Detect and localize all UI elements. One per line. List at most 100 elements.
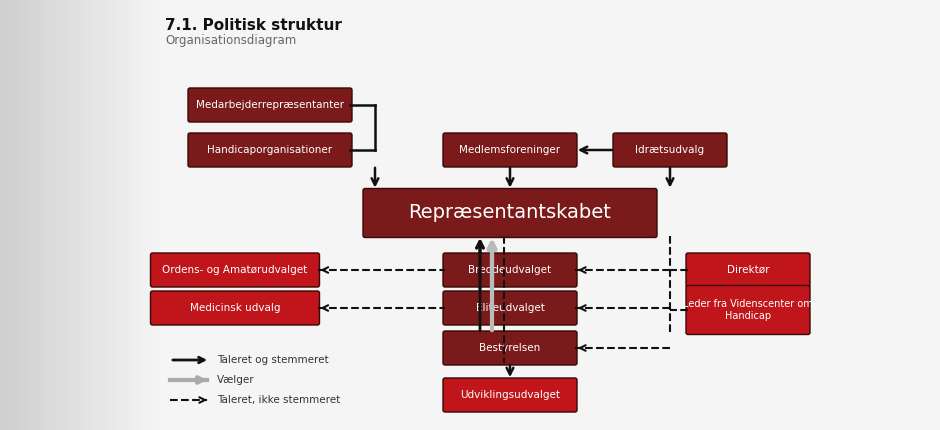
Bar	[19, 0, 20, 430]
Bar	[33, 0, 34, 430]
Bar	[123, 0, 124, 430]
Bar	[122, 0, 123, 430]
Bar	[40, 0, 41, 430]
Bar	[146, 0, 147, 430]
Bar	[107, 0, 108, 430]
Bar	[30, 0, 31, 430]
Bar	[112, 0, 113, 430]
Bar	[88, 0, 89, 430]
Bar	[155, 0, 156, 430]
Bar	[92, 0, 93, 430]
Bar	[11, 0, 12, 430]
Bar	[124, 0, 125, 430]
Text: Eliteudvalget: Eliteudvalget	[476, 303, 544, 313]
Bar	[97, 0, 98, 430]
Bar	[100, 0, 101, 430]
Bar	[154, 0, 155, 430]
Bar	[135, 0, 136, 430]
Bar	[23, 0, 24, 430]
Bar	[96, 0, 97, 430]
Bar	[78, 0, 79, 430]
Bar	[149, 0, 150, 430]
Bar	[73, 0, 74, 430]
Bar	[12, 0, 13, 430]
Bar	[50, 0, 51, 430]
Text: Bestyrelsen: Bestyrelsen	[479, 343, 540, 353]
Bar	[44, 0, 45, 430]
Bar	[101, 0, 102, 430]
Bar	[24, 0, 25, 430]
Bar	[63, 0, 64, 430]
Text: Leder fra Videnscenter om
Handicap: Leder fra Videnscenter om Handicap	[683, 299, 813, 321]
Text: Medarbejderrepræsentanter: Medarbejderrepræsentanter	[196, 100, 344, 110]
Bar	[58, 0, 59, 430]
Bar	[39, 0, 40, 430]
Bar	[156, 0, 157, 430]
Text: Medicinsk udvalg: Medicinsk udvalg	[190, 303, 280, 313]
Bar	[55, 0, 56, 430]
FancyBboxPatch shape	[443, 378, 577, 412]
Bar	[119, 0, 120, 430]
Bar	[127, 0, 128, 430]
Bar	[72, 0, 73, 430]
Bar	[80, 0, 81, 430]
Bar	[6, 0, 7, 430]
Bar	[126, 0, 127, 430]
Bar	[29, 0, 30, 430]
Bar	[4, 0, 5, 430]
Bar	[153, 0, 154, 430]
Bar	[89, 0, 90, 430]
Bar	[99, 0, 100, 430]
Bar	[98, 0, 99, 430]
Bar	[21, 0, 22, 430]
Bar	[20, 0, 21, 430]
Text: Udviklingsudvalget: Udviklingsudvalget	[460, 390, 560, 400]
Bar	[28, 0, 29, 430]
Bar	[114, 0, 115, 430]
FancyBboxPatch shape	[188, 88, 352, 122]
Bar	[145, 0, 146, 430]
Bar	[38, 0, 39, 430]
Bar	[140, 0, 141, 430]
Bar	[0, 0, 1, 430]
Bar	[120, 0, 121, 430]
Bar	[18, 0, 19, 430]
Bar	[68, 0, 69, 430]
Text: Idrætsudvalg: Idrætsudvalg	[635, 145, 705, 155]
Bar	[60, 0, 61, 430]
Text: Handicaporganisationer: Handicaporganisationer	[208, 145, 333, 155]
Bar	[62, 0, 63, 430]
Bar	[5, 0, 6, 430]
Bar	[125, 0, 126, 430]
Bar	[10, 0, 11, 430]
Bar	[138, 0, 139, 430]
Bar	[1, 0, 2, 430]
Bar	[49, 0, 50, 430]
Bar	[143, 0, 144, 430]
Bar	[35, 0, 36, 430]
Bar	[70, 0, 71, 430]
Bar	[152, 0, 153, 430]
Bar	[116, 0, 117, 430]
Bar	[87, 0, 88, 430]
Text: Taleret, ikke stemmeret: Taleret, ikke stemmeret	[217, 395, 340, 405]
FancyBboxPatch shape	[686, 253, 810, 287]
Text: 7.1. Politisk struktur: 7.1. Politisk struktur	[165, 18, 342, 33]
Bar	[118, 0, 119, 430]
Bar	[71, 0, 72, 430]
Bar	[76, 0, 77, 430]
Bar	[158, 0, 159, 430]
Bar	[93, 0, 94, 430]
Bar	[27, 0, 28, 430]
Bar	[129, 0, 130, 430]
Bar	[3, 0, 4, 430]
Bar	[51, 0, 52, 430]
FancyBboxPatch shape	[150, 253, 320, 287]
Bar	[132, 0, 133, 430]
Bar	[150, 0, 151, 430]
Bar	[133, 0, 134, 430]
Bar	[94, 0, 95, 430]
Bar	[14, 0, 15, 430]
FancyBboxPatch shape	[443, 291, 577, 325]
Bar	[17, 0, 18, 430]
